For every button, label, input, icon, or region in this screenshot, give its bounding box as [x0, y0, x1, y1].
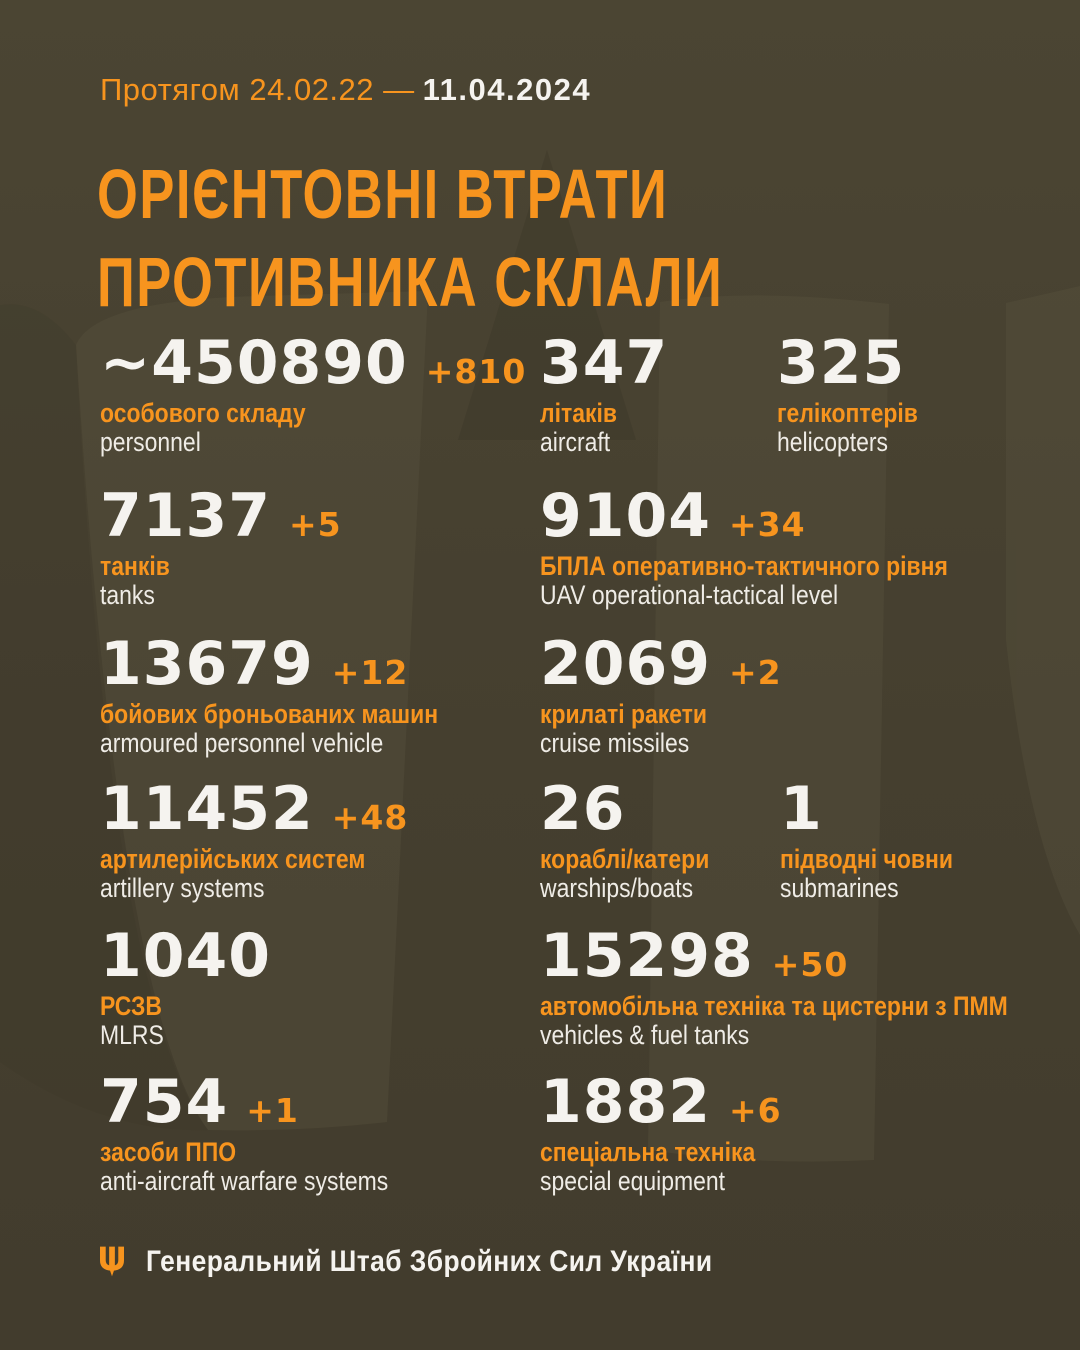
stat-value: 7137 — [100, 481, 271, 551]
stat-value: 9104 — [540, 481, 711, 551]
stat-label-ua: підводні човни — [780, 844, 953, 874]
stat-label-ua: танків — [100, 551, 170, 581]
trident-icon — [100, 1246, 124, 1277]
stat-delta: +1 — [246, 1091, 299, 1130]
stat-label-en: tanks — [100, 580, 155, 610]
stat-block-vehicles: 15298 +50 автомобільна техніка та цистерн… — [540, 926, 1080, 1050]
stat-block-tanks: 7137 +5 танків tanks — [100, 486, 342, 610]
stat-label-en: personnel — [100, 427, 201, 457]
stat-label-ua: гелікоптерів — [777, 398, 918, 428]
stat-label-en: vehicles & fuel tanks — [540, 1020, 750, 1050]
stat-value: 347 — [540, 328, 669, 398]
stat-delta: +6 — [729, 1091, 782, 1130]
stat-label-en: armoured personnel vehicle — [100, 728, 384, 758]
stat-delta: +34 — [729, 505, 806, 544]
stat-label-ua: артилерійських систем — [100, 844, 366, 874]
poster-title-line2: ПРОТИВНИКА СКЛАЛИ — [97, 243, 724, 321]
stat-block-submarines: 1 підводні човни submarines — [780, 779, 983, 903]
stat-value: 2069 — [540, 629, 711, 699]
stat-value: 15298 — [540, 921, 754, 991]
stat-label-ua: БПЛА оперативно-тактичного рівня — [540, 551, 948, 581]
stat-delta: +2 — [729, 653, 782, 692]
date-range-end: 11.04.2024 — [422, 72, 592, 107]
stat-block-personnel: ~450890 +810 особового складу personnel — [100, 333, 526, 457]
stat-label-ua: спеціальна техніка — [540, 1137, 756, 1167]
general-staff-label: Генеральний Штаб Збройних Сил України — [146, 1245, 713, 1278]
stat-label-en: special equipment — [540, 1166, 725, 1196]
stat-block-special-equipment: 1882 +6 спеціальна техніка special equipm… — [540, 1072, 793, 1196]
stat-label-en: MLRS — [100, 1020, 164, 1050]
stat-label-en: cruise missiles — [540, 728, 690, 758]
stat-label-ua: крилаті ракети — [540, 699, 708, 729]
stat-label-ua: засоби ППО — [100, 1137, 237, 1167]
stat-delta: +12 — [331, 653, 409, 692]
stat-value: ~450890 — [100, 328, 408, 398]
stat-block-anti-aircraft: 754 +1 засоби ППО anti-aircraft warfare s… — [100, 1072, 439, 1196]
stat-delta: +810 — [425, 352, 527, 391]
stat-delta: +50 — [771, 945, 849, 984]
stat-label-en: helicopters — [777, 427, 888, 457]
stat-block-artillery: 11452 +48 артилерійських систем artillery… — [100, 779, 412, 903]
date-range-prefix: Протягом 24.02.22 — — [100, 72, 415, 107]
stat-value: 11452 — [100, 774, 314, 844]
stat-value: 325 — [777, 328, 906, 398]
stat-label-ua: РСЗВ — [100, 991, 162, 1021]
stat-block-apv: 13679 +12 бойових броньованих машин armou… — [100, 634, 498, 758]
stat-label-en: artillery systems — [100, 873, 265, 903]
stat-label-en: anti-aircraft warfare systems — [100, 1166, 389, 1196]
stat-label-en: submarines — [780, 873, 899, 903]
general-staff-credit: Генеральний Штаб Збройних Сил України — [100, 1242, 790, 1282]
stat-delta: +48 — [331, 798, 409, 837]
stat-label-ua: бойових броньованих машин — [100, 699, 439, 729]
stat-value: 1040 — [100, 921, 271, 991]
stat-value: 754 — [100, 1067, 229, 1137]
stat-label-en: warships/boats — [540, 873, 694, 903]
stat-block-uav: 9104 +34 БПЛА оперативно-тактичного рівня… — [540, 486, 1020, 610]
stat-value: 1882 — [540, 1067, 711, 1137]
poster-title: ОРІЄНТОВНІ ВТРАТИ ПРОТИВНИКА СКЛАЛИ — [97, 150, 723, 326]
stat-block-aircraft: 347 літаків aircraft — [540, 333, 686, 457]
stat-label-en: UAV operational-tactical level — [540, 580, 839, 610]
stat-label-ua: кораблі/катери — [540, 844, 710, 874]
poster-title-line1: ОРІЄНТОВНІ ВТРАТИ — [97, 155, 669, 233]
date-range: Протягом 24.02.22 —11.04.2024 — [100, 72, 591, 108]
stat-block-warships: 26 кораблі/катери warships/boats — [540, 779, 739, 903]
stat-label-ua: літаків — [540, 398, 617, 428]
stat-block-helicopters: 325 гелікоптерів helicopters — [777, 333, 943, 457]
stat-label-ua: автомобільна техніка та цистерни з ПММ — [540, 991, 1008, 1021]
stat-label-en: aircraft — [540, 427, 611, 457]
stat-value: 26 — [540, 774, 626, 844]
stat-block-mlrs: 1040 РСЗВ MLRS — [100, 926, 289, 1050]
stat-value: 13679 — [100, 629, 314, 699]
stat-delta: +5 — [289, 505, 342, 544]
stat-value: 1 — [780, 774, 823, 844]
stat-block-cruise-missiles: 2069 +2 крилаті ракети cruise missiles — [540, 634, 782, 758]
stat-label-ua: особового складу — [100, 398, 306, 428]
